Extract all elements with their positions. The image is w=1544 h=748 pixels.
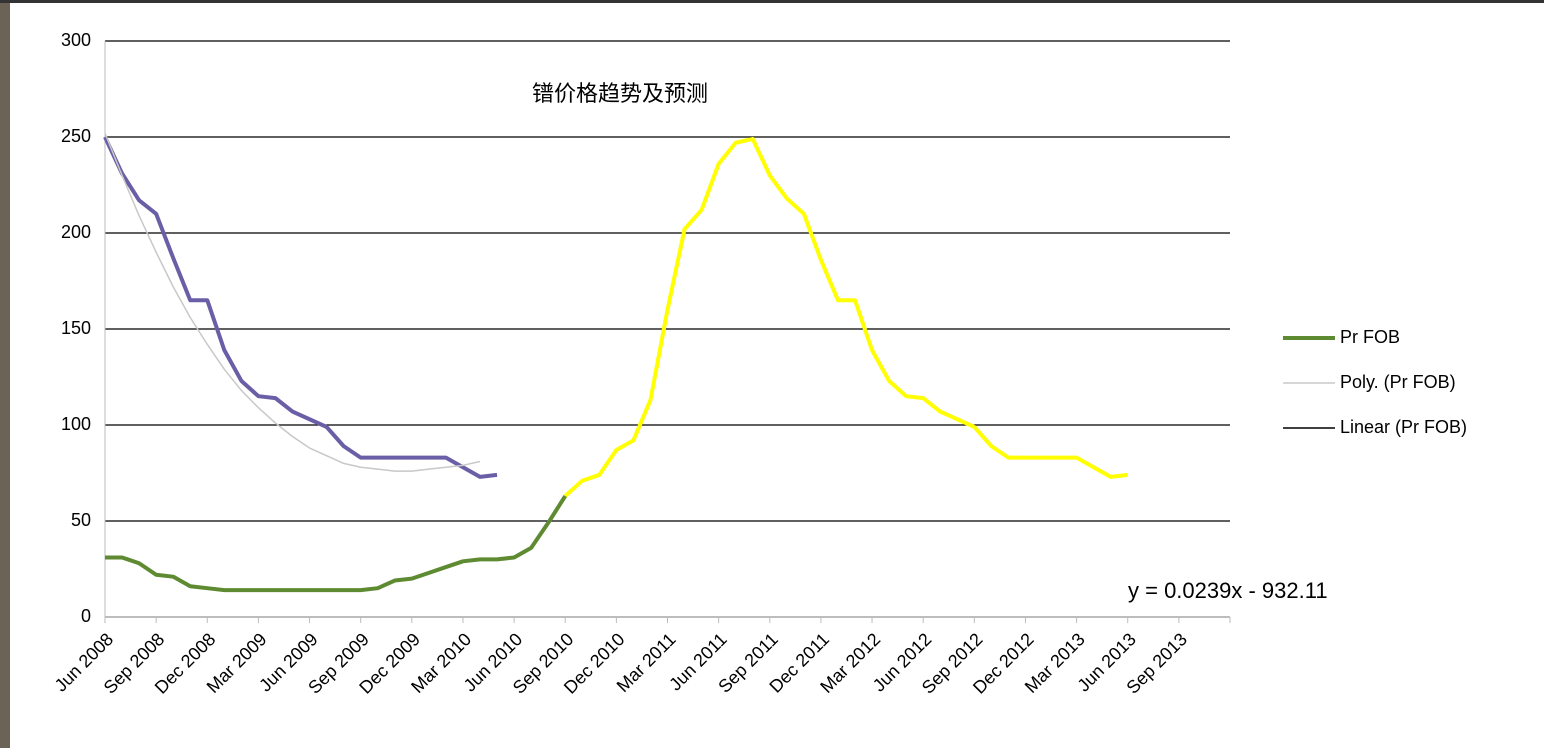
y-tick-label: 250	[61, 126, 91, 146]
top-border	[0, 0, 1544, 3]
y-tick-label: 300	[61, 30, 91, 50]
chart-title: 镨价格趋势及预测	[532, 81, 708, 106]
series-line	[563, 136, 1128, 498]
legend-label: Pr FOB	[1340, 327, 1400, 347]
y-tick-label: 50	[71, 510, 91, 530]
y-tick-label: 0	[81, 606, 91, 626]
series-line	[105, 494, 567, 593]
legend-label: Poly. (Pr FOB)	[1340, 372, 1456, 392]
y-tick-label: 200	[61, 222, 91, 242]
series-line	[104, 132, 481, 472]
series-line	[103, 136, 498, 479]
legend-label: Linear (Pr FOB)	[1340, 417, 1467, 437]
left-strip	[0, 0, 10, 748]
y-tick-label: 100	[61, 414, 91, 434]
annotation: y = 0.0239x - 932.11	[1128, 578, 1328, 603]
y-tick-label: 150	[61, 318, 91, 338]
